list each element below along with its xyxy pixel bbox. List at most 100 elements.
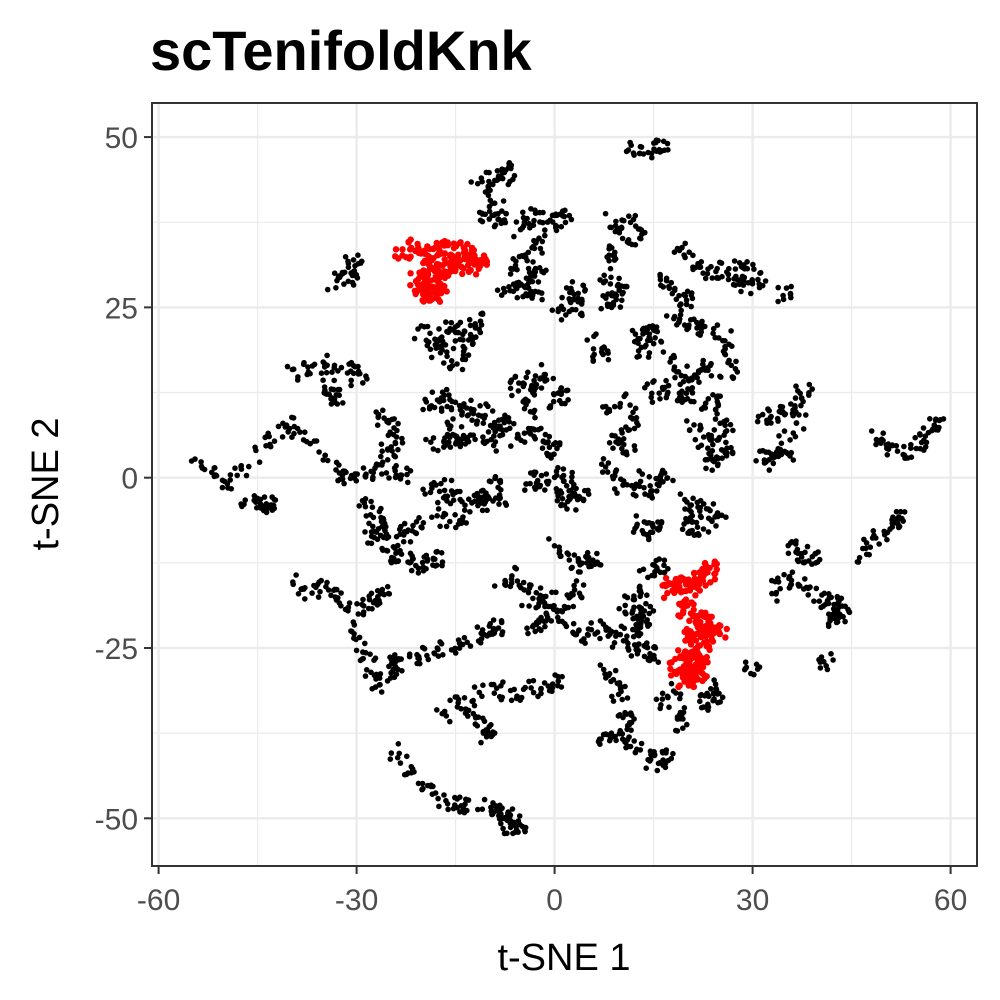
data-point — [462, 502, 468, 509]
data-point — [657, 479, 664, 486]
highlight-point — [462, 247, 469, 254]
highlight-point — [708, 636, 715, 643]
data-point — [637, 478, 644, 485]
data-point — [640, 151, 647, 157]
data-point — [802, 576, 808, 582]
data-point — [754, 418, 761, 425]
data-point — [505, 816, 511, 822]
data-point — [407, 468, 414, 474]
data-point — [510, 266, 516, 272]
data-point — [588, 620, 594, 626]
data-point — [680, 716, 686, 722]
data-point — [817, 665, 824, 671]
data-point — [395, 446, 401, 453]
data-point — [573, 578, 580, 584]
data-point — [624, 594, 631, 601]
data-point — [305, 364, 311, 370]
data-point — [529, 382, 535, 389]
data-point — [511, 686, 517, 693]
data-point — [550, 375, 557, 382]
data-point — [719, 273, 725, 280]
data-point — [528, 685, 534, 691]
data-point — [785, 542, 791, 549]
data-point — [773, 591, 779, 597]
data-point — [687, 528, 694, 535]
highlight-point — [677, 666, 684, 673]
data-point — [609, 693, 615, 700]
data-point — [625, 147, 632, 153]
data-point — [558, 223, 565, 230]
data-point — [546, 536, 552, 542]
data-point — [577, 311, 584, 318]
highlight-point — [480, 252, 488, 259]
highlight-point — [699, 677, 706, 685]
data-point — [576, 627, 582, 633]
data-point — [435, 447, 441, 454]
data-point — [787, 453, 793, 459]
data-point — [739, 273, 746, 280]
data-point — [681, 322, 688, 328]
data-point — [689, 390, 696, 396]
highlight-point — [704, 631, 711, 638]
data-point — [391, 555, 397, 562]
data-point — [873, 441, 879, 448]
x-tick-label: -60 — [137, 884, 180, 917]
data-point — [502, 500, 509, 506]
data-point — [717, 373, 723, 380]
data-point — [360, 603, 367, 609]
data-point — [448, 477, 455, 484]
data-point — [395, 420, 401, 427]
data-point — [604, 254, 610, 260]
data-point — [722, 338, 728, 344]
data-point — [559, 618, 565, 625]
data-point — [647, 483, 653, 489]
data-point — [397, 760, 404, 766]
highlight-point — [435, 261, 442, 268]
data-point — [559, 495, 566, 502]
highlight-point — [660, 594, 668, 601]
data-point — [515, 388, 522, 394]
data-point — [647, 337, 653, 344]
highlight-point — [399, 246, 406, 253]
data-point — [380, 407, 386, 414]
data-point — [324, 579, 330, 586]
data-point — [455, 700, 462, 706]
data-point — [631, 604, 637, 611]
data-point — [384, 583, 391, 590]
data-point — [788, 581, 795, 588]
data-point — [404, 471, 410, 478]
data-point — [304, 371, 311, 378]
highlight-point — [465, 268, 472, 275]
data-point — [427, 330, 433, 337]
highlight-point — [676, 682, 683, 689]
data-point — [640, 566, 647, 573]
data-point — [591, 351, 597, 358]
data-point — [428, 481, 435, 488]
highlight-point — [436, 298, 444, 305]
data-point — [391, 674, 398, 681]
data-point — [878, 436, 885, 443]
data-point — [598, 461, 605, 468]
data-point — [487, 621, 494, 627]
data-point — [722, 429, 729, 435]
data-point — [479, 311, 486, 318]
data-point — [593, 331, 599, 337]
data-point — [602, 278, 609, 284]
data-point — [705, 266, 711, 272]
data-point — [454, 435, 460, 442]
data-point — [422, 491, 428, 497]
data-point — [561, 603, 568, 610]
data-point — [456, 645, 463, 651]
data-point — [682, 240, 688, 247]
data-point — [333, 597, 340, 603]
data-point — [447, 325, 453, 332]
data-point — [460, 337, 466, 343]
data-point — [345, 278, 352, 285]
data-point — [452, 802, 458, 808]
data-point — [497, 477, 504, 484]
data-point — [710, 690, 717, 697]
data-point — [812, 550, 818, 557]
data-point — [686, 427, 693, 433]
data-point — [654, 767, 661, 774]
data-point — [588, 626, 595, 633]
